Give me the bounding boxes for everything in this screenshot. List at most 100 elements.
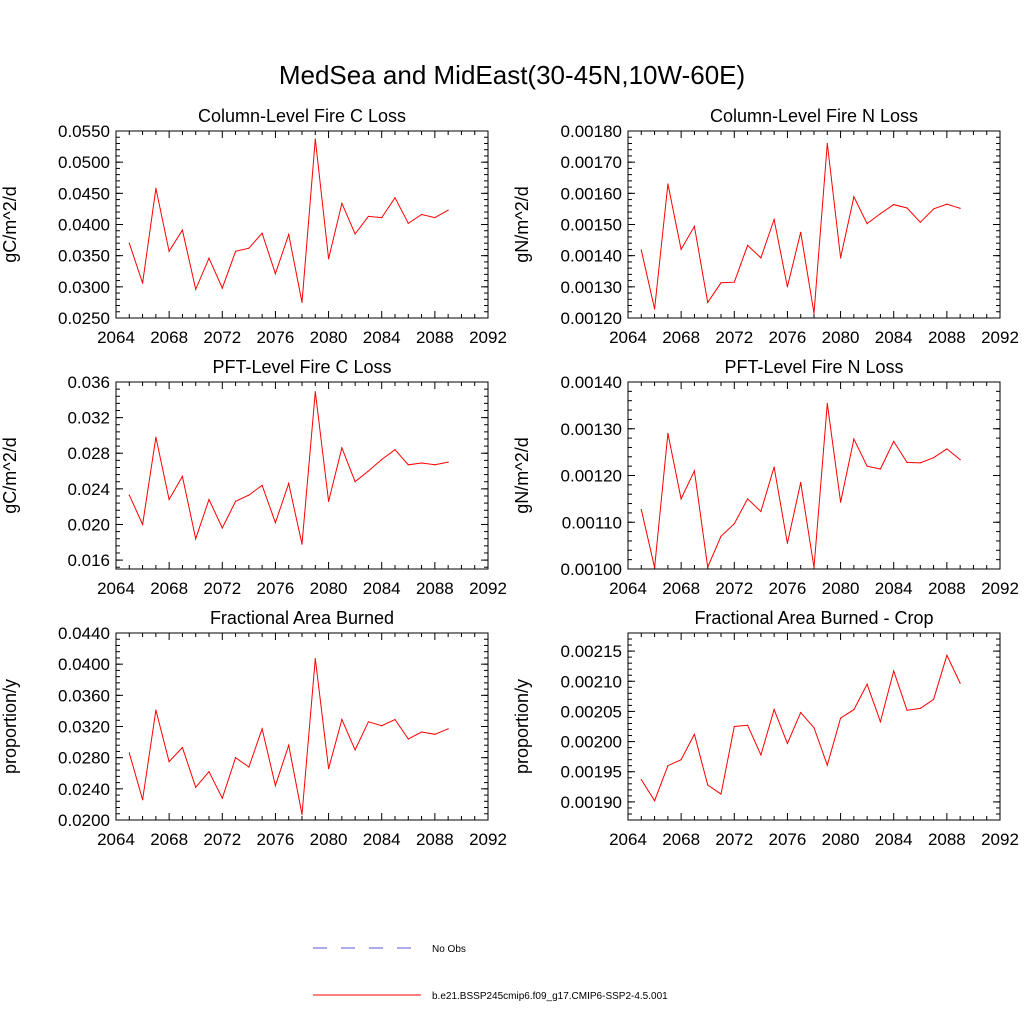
data-point [667, 183, 669, 185]
data-point [155, 436, 157, 438]
data-point [693, 225, 696, 227]
data-point [354, 481, 356, 483]
data-point [367, 470, 370, 472]
data-point [141, 799, 144, 801]
x-tick-label: 2084 [363, 328, 401, 347]
x-tick-label: 2072 [715, 579, 753, 598]
data-point [261, 484, 263, 486]
y-tick-label: 0.00190 [561, 793, 622, 812]
y-axis-label: gC/m^2/d [0, 437, 20, 513]
data-point [693, 733, 696, 735]
x-tick-label: 2084 [363, 830, 401, 849]
data-point [786, 542, 789, 544]
data-point [128, 752, 130, 754]
y-tick-label: 0.00180 [561, 122, 622, 141]
y-tick-label: 0.00140 [561, 373, 622, 392]
data-point [381, 458, 383, 461]
y-tick-label: 0.00120 [561, 309, 622, 328]
y-tick-label: 0.00195 [561, 763, 622, 782]
data-point [420, 731, 423, 733]
y-tick-label: 0.00140 [561, 247, 622, 266]
x-tick-label: 2068 [150, 328, 188, 347]
data-point [680, 759, 682, 761]
data-point [301, 813, 303, 816]
y-tick-label: 0.0280 [58, 749, 110, 768]
x-tick-label: 2072 [203, 328, 241, 347]
data-point [932, 457, 935, 459]
x-tick-label: 2072 [203, 579, 241, 598]
data-point [288, 744, 290, 746]
data-point [773, 466, 775, 468]
plot-frame [627, 130, 1001, 319]
data-point [640, 778, 642, 781]
x-tick-label: 2064 [97, 830, 135, 849]
x-tick-label: 2064 [97, 328, 135, 347]
data-point [640, 249, 642, 251]
data-point [879, 468, 882, 470]
data-point [447, 209, 449, 211]
chart-panel: Column-Level Fire N Loss gN/m^2/d 2064 2068… [512, 106, 1019, 347]
x-tick-label: 2080 [822, 579, 860, 598]
data-point [447, 461, 449, 463]
data-point [301, 301, 303, 304]
y-tick-label: 0.0350 [58, 247, 110, 266]
x-tick-label: 2092 [981, 579, 1019, 598]
data-point [946, 654, 948, 656]
x-tick-label: 2076 [769, 830, 807, 849]
data-point [221, 797, 223, 799]
data-point [879, 721, 882, 723]
y-tick-label: 0.0300 [58, 278, 110, 297]
data-point [760, 754, 762, 756]
x-tick-label: 2064 [609, 830, 647, 849]
page-title: MedSea and MidEast(30-45N,10W-60E) [279, 60, 745, 90]
y-tick-label: 0.0250 [58, 309, 110, 328]
data-point [327, 500, 330, 502]
data-point [195, 288, 197, 290]
x-tick-label: 2088 [928, 579, 966, 598]
x-tick-label: 2084 [875, 328, 913, 347]
y-tick-label: 0.00160 [561, 184, 622, 203]
data-point [959, 682, 961, 684]
data-point [381, 725, 383, 727]
data-point [866, 465, 868, 467]
y-axis-label: gC/m^2/d [0, 186, 20, 262]
data-point [141, 523, 144, 526]
data-point [720, 793, 722, 795]
data-point [800, 481, 802, 484]
data-point [893, 440, 895, 442]
data-point [234, 500, 237, 502]
y-tick-label: 0.0550 [58, 122, 110, 141]
data-point [667, 432, 669, 435]
data-point [653, 566, 656, 569]
data-point [826, 142, 828, 145]
chart-panel: PFT-Level Fire C Loss gC/m^2/d 2064 2068 207… [0, 357, 507, 598]
y-axis-label: gN/m^2/d [512, 437, 532, 513]
data-point [434, 217, 436, 219]
y-tick-label: 0.00200 [561, 733, 622, 752]
y-axis-label: proportion/y [0, 679, 20, 774]
x-tick-label: 2068 [150, 830, 188, 849]
x-tick-label: 2092 [981, 830, 1019, 849]
data-point [839, 717, 842, 719]
data-point [839, 257, 842, 259]
data-point [274, 785, 277, 787]
data-point [248, 494, 250, 496]
data-point [341, 718, 343, 721]
data-point [866, 683, 868, 685]
data-point [800, 231, 802, 233]
data-point [746, 244, 749, 246]
x-tick-label: 2076 [257, 328, 295, 347]
data-point [407, 222, 409, 224]
data-point [381, 217, 383, 219]
data-point [168, 498, 170, 501]
data-point [826, 402, 828, 405]
data-point [221, 287, 223, 289]
data-point [128, 242, 130, 244]
data-point [773, 218, 775, 221]
y-axis-label: gN/m^2/d [512, 186, 532, 262]
data-point [274, 273, 277, 275]
data-point [760, 257, 762, 259]
data-point [653, 308, 656, 310]
data-point [707, 784, 709, 786]
x-tick-label: 2080 [310, 830, 348, 849]
